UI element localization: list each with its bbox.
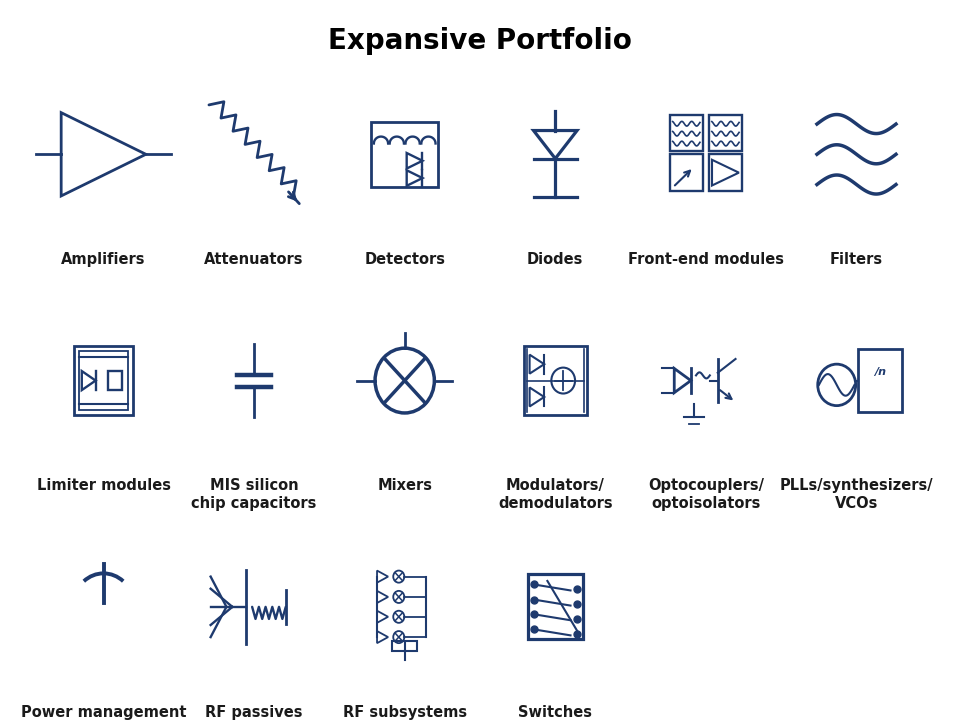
Text: Mixers: Mixers: [377, 478, 432, 493]
Text: /n: /n: [875, 367, 886, 377]
Text: Power management: Power management: [21, 705, 186, 719]
Text: Switches: Switches: [518, 705, 592, 719]
Bar: [79, 351, 129, 410]
Bar: [372, 122, 439, 186]
Bar: [708, 114, 742, 151]
Text: Modulators/
demodulators: Modulators/ demodulators: [498, 478, 612, 510]
Bar: [669, 114, 703, 151]
Text: Expansive Portfolio: Expansive Portfolio: [328, 27, 632, 55]
Text: Filters: Filters: [829, 252, 883, 267]
Bar: [708, 154, 742, 191]
Bar: [669, 154, 703, 191]
Text: PLLs/synthesizers/
VCOs: PLLs/synthesizers/ VCOs: [780, 478, 933, 510]
Text: Amplifiers: Amplifiers: [61, 252, 146, 267]
Bar: [858, 349, 902, 412]
Text: Diodes: Diodes: [527, 252, 584, 267]
Bar: [74, 346, 133, 415]
Text: Attenuators: Attenuators: [204, 252, 304, 267]
Bar: [528, 575, 583, 639]
Text: Optocouplers/
optoisolators: Optocouplers/ optoisolators: [648, 478, 764, 510]
Text: RF passives: RF passives: [205, 705, 302, 719]
Bar: [523, 346, 587, 415]
Text: Detectors: Detectors: [364, 252, 445, 267]
Text: RF subsystems: RF subsystems: [343, 705, 467, 719]
Text: Front-end modules: Front-end modules: [628, 252, 784, 267]
Bar: [392, 642, 417, 651]
Bar: [108, 371, 122, 390]
Text: MIS silicon
chip capacitors: MIS silicon chip capacitors: [191, 478, 317, 510]
Text: Limiter modules: Limiter modules: [36, 478, 171, 493]
